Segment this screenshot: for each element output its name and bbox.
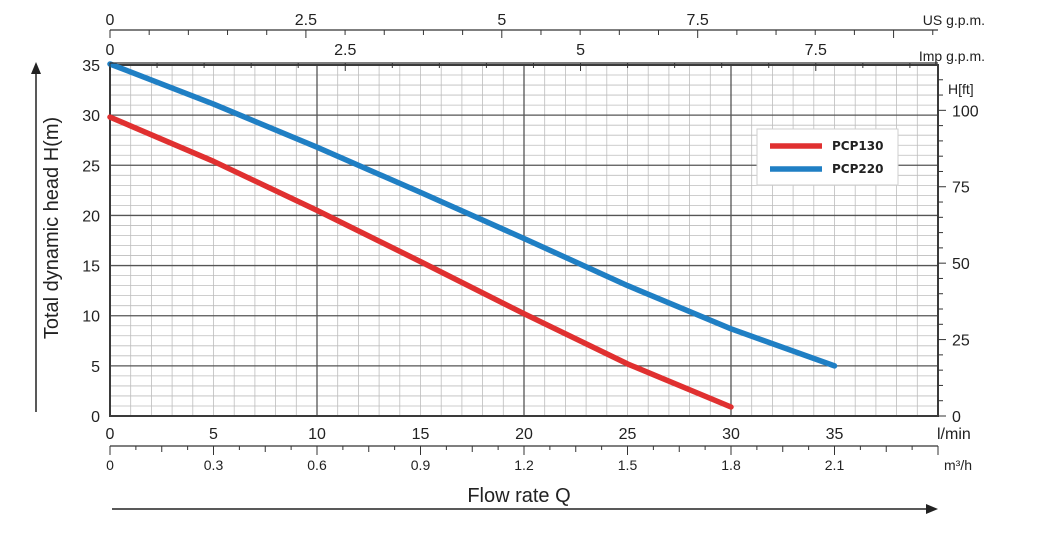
bottom-axis-m3h-tick-label: 0.9 xyxy=(411,457,431,473)
series-line-pcp130 xyxy=(107,114,734,410)
bottom-axis-m3h-tick-label: 0 xyxy=(106,457,114,473)
top-axis-imp-tick-label: 7.5 xyxy=(805,42,827,59)
bottom-axis-m3h-tick-label: 1.5 xyxy=(618,457,638,473)
series-line-pcp220 xyxy=(107,61,838,369)
top-axis-us-tick-label: 5 xyxy=(497,12,506,29)
top-axis-us: US g.p.m. 0 2.5 5 7.5 xyxy=(106,12,985,38)
bottom-axis-m3h: m³/h 0 0.3 0.6 0.9 1.2 1.5 1.8 2.1 xyxy=(106,445,972,473)
top-axis-us-tick-label: 0 xyxy=(106,12,115,29)
right-axis-tick-label: 25 xyxy=(952,333,970,350)
bottom-axis-m3h-tick-label: 1.8 xyxy=(721,457,741,473)
bottom-axis-lmin-tick-label: 20 xyxy=(515,426,533,443)
left-axis-tick-label: 15 xyxy=(82,259,100,276)
left-axis-tick-label: 25 xyxy=(82,158,100,175)
legend-label-pcp130: PCP130 xyxy=(832,139,883,153)
bottom-axis-lmin-tick-label: 15 xyxy=(412,426,430,443)
left-axis-tick-label: 5 xyxy=(91,359,100,376)
y-axis-arrowhead xyxy=(31,62,41,74)
bottom-axis-lmin-tick-label: 25 xyxy=(619,426,637,443)
legend: PCP130 PCP220 xyxy=(756,128,899,186)
right-axis-unit: H[ft] xyxy=(948,81,974,97)
plot-frame xyxy=(109,64,939,417)
left-axis-tick-label: 35 xyxy=(82,58,100,75)
legend-label-pcp220: PCP220 xyxy=(832,162,883,176)
top-axis-imp-unit: Imp g.p.m. xyxy=(919,48,985,64)
top-axis-imp-tick-label: 0 xyxy=(106,42,115,59)
bottom-axis-m3h-tick-label: 0.6 xyxy=(307,457,327,473)
top-axis-imp: Imp g.p.m. 0 2.5 5 7.5 xyxy=(106,42,985,71)
right-axis-tick-label: 75 xyxy=(952,180,970,197)
legend-box xyxy=(756,128,899,186)
left-axis-tick-label: 30 xyxy=(82,108,100,125)
top-axis-imp-tick-label: 5 xyxy=(576,42,585,59)
bottom-axis-lmin-tick-label: 5 xyxy=(209,426,218,443)
bottom-axis-m3h-tick-label: 1.2 xyxy=(514,457,534,473)
x-axis-title: Flow rate Q xyxy=(467,485,570,507)
top-axis-us-unit: US g.p.m. xyxy=(923,12,985,28)
bottom-axis-lmin-tick-label: 30 xyxy=(722,426,740,443)
left-axis: 0 5 10 15 20 25 30 35 xyxy=(82,58,100,426)
top-axis-us-tick-label: 2.5 xyxy=(295,12,317,29)
bottom-axis-m3h-tick-label: 0.3 xyxy=(204,457,224,473)
bottom-axis-m3h-unit: m³/h xyxy=(944,457,972,473)
series-layer xyxy=(107,61,838,410)
bottom-axis-lmin-tick-label: 10 xyxy=(308,426,326,443)
top-axis-imp-tick-label: 2.5 xyxy=(334,42,356,59)
right-axis-tick-label: 50 xyxy=(952,256,970,273)
bottom-axis-lmin-unit: l/min xyxy=(937,426,971,443)
y-axis-title: Total dynamic head H(m) xyxy=(41,117,63,339)
left-axis-tick-label: 20 xyxy=(82,208,100,225)
right-axis-tick-label: 100 xyxy=(952,103,979,120)
left-axis-tick-label: 0 xyxy=(91,409,100,426)
bottom-axis-lmin-tick-label: 35 xyxy=(826,426,844,443)
bottom-axis-m3h-tick-label: 2.1 xyxy=(825,457,845,473)
x-axis-arrowhead xyxy=(926,504,938,514)
bottom-axis-lmin-tick-label: 0 xyxy=(106,426,115,443)
right-axis: H[ft] 0 25 50 75 100 xyxy=(938,79,979,426)
top-axis-us-tick-label: 7.5 xyxy=(687,12,709,29)
left-axis-tick-label: 10 xyxy=(82,309,100,326)
right-axis-tick-label: 0 xyxy=(952,409,961,426)
bottom-axis-lmin: l/min 0 5 10 15 20 25 30 35 xyxy=(106,426,971,443)
